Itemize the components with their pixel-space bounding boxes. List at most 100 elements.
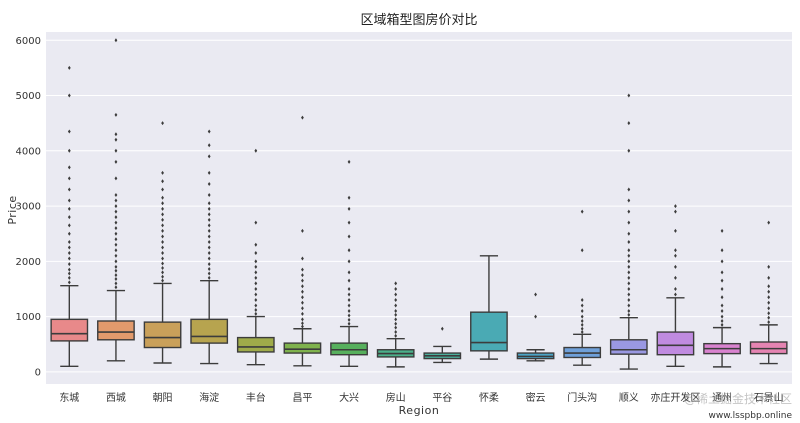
outlier-point [67, 275, 71, 280]
outlier-point [627, 198, 631, 203]
box-7 [330, 159, 368, 368]
outlier-point [627, 303, 631, 308]
outlier-point [114, 248, 118, 253]
outlier-point [674, 264, 677, 269]
outlier-point [67, 93, 71, 98]
x-tick-label: 密云 [526, 391, 546, 404]
outlier-point [161, 217, 164, 222]
outlier-point [627, 264, 631, 269]
outlier-point [254, 311, 258, 316]
outlier-point [394, 303, 398, 308]
iqr-box [143, 321, 182, 349]
outlier-point [114, 159, 118, 164]
outlier-point [347, 321, 351, 326]
outlier-point [161, 245, 164, 250]
outlier-point [394, 286, 398, 291]
outlier-point [767, 220, 771, 225]
outlier-point [301, 115, 304, 120]
outlier-point [161, 195, 164, 200]
x-axis-label: Region [399, 404, 440, 417]
outlier-point [114, 198, 118, 203]
outlier-point [207, 275, 211, 280]
outlier-point [301, 273, 304, 278]
outlier-point [627, 286, 631, 291]
box-13 [609, 93, 648, 370]
box-2 [97, 38, 135, 362]
x-tick-label: 昌平 [292, 392, 312, 404]
outlier-point [301, 306, 304, 311]
box-16 [749, 220, 788, 365]
outlier-point [627, 148, 631, 153]
outlier-point [767, 275, 771, 280]
outlier-point [580, 322, 584, 327]
x-tick-label: 丰台 [246, 391, 266, 404]
outlier-point [207, 217, 211, 222]
outlier-point [627, 231, 631, 236]
outlier-point [207, 271, 211, 276]
outlier-point [394, 312, 398, 317]
box-3 [143, 121, 182, 364]
outlier-point [254, 298, 258, 303]
outlier-point [67, 165, 71, 170]
outlier-point [254, 270, 258, 275]
outlier-point [534, 314, 537, 319]
y-tick-label: 1000 [16, 312, 41, 323]
outlier-point [161, 121, 164, 126]
box-6 [283, 115, 322, 367]
outlier-point [394, 298, 398, 303]
y-tick-label: 0 [35, 367, 41, 378]
outlier-point [161, 170, 164, 175]
outlier-point [580, 303, 584, 308]
outlier-point [347, 259, 351, 264]
outlier-point [394, 309, 398, 314]
outlier-point [627, 281, 631, 286]
outlier-point [627, 187, 631, 192]
outlier-point [67, 245, 71, 250]
outlier-point [161, 278, 164, 283]
outlier-point [67, 262, 71, 267]
outlier-point [161, 228, 164, 233]
outlier-point [394, 321, 398, 326]
outlier-point [67, 65, 71, 70]
watermark-text: @稀土掘金技术社区 [684, 391, 792, 406]
outlier-point [114, 209, 118, 214]
outlier-point [207, 143, 211, 148]
outlier-point [394, 292, 398, 297]
outlier-point [207, 251, 211, 256]
x-tick-label: 西城 [106, 392, 126, 404]
plot-area: 0 1000 2000 3000 4000 5000 6000 东城 西城 朝阳 海淀 丰台 昌平 大兴 房… [16, 32, 792, 404]
outlier-point [767, 295, 771, 300]
box-4 [190, 129, 229, 365]
outlier-point [161, 256, 164, 261]
outlier-point [347, 317, 351, 322]
outlier-point [114, 259, 118, 264]
outlier-point [254, 264, 258, 269]
outlier-point [161, 239, 164, 244]
outlier-point [254, 220, 258, 225]
outlier-point [114, 112, 118, 117]
outlier-point [301, 300, 304, 305]
outlier-point [580, 330, 584, 335]
outlier-point [580, 319, 584, 324]
outlier-point [347, 195, 351, 200]
box-12 [563, 209, 602, 366]
box-15 [703, 228, 741, 368]
outlier-point [301, 289, 304, 294]
outlier-point [347, 309, 351, 314]
outlier-point [347, 286, 351, 291]
outlier-point [674, 248, 677, 253]
outlier-point [67, 267, 71, 272]
y-tick-label: 4000 [16, 146, 41, 157]
outlier-point [67, 129, 71, 134]
outlier-point [347, 303, 351, 308]
outlier-point [207, 154, 211, 159]
outlier-point [394, 317, 398, 322]
outlier-point [114, 268, 118, 273]
outlier-point [207, 245, 211, 250]
outlier-point [161, 234, 164, 239]
x-tick-label: 顺义 [619, 392, 639, 404]
outlier-point [301, 228, 304, 233]
outlier-point [627, 253, 631, 258]
outlier-point [674, 275, 677, 280]
outlier-point [720, 314, 724, 319]
